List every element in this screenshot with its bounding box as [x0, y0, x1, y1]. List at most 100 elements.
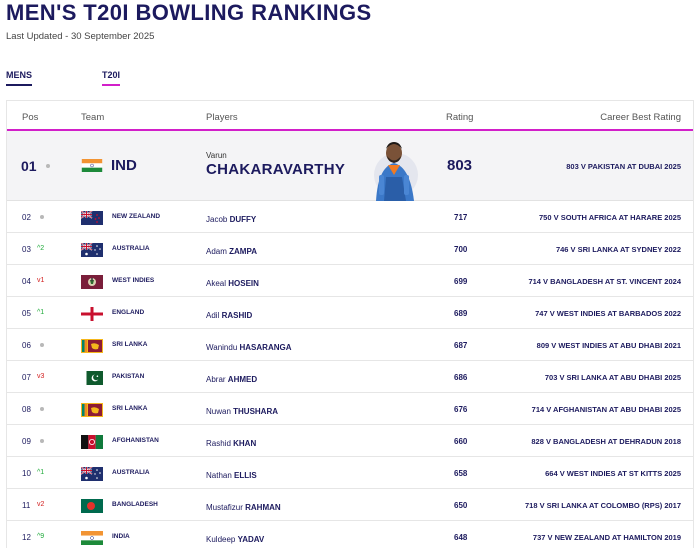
rank-up-indicator: ^2	[37, 245, 45, 252]
team-name: NEW ZEALAND	[112, 213, 161, 220]
rank-position: 07	[22, 373, 31, 382]
west-indies-flag-icon	[81, 275, 103, 289]
rank-position: 02	[22, 213, 31, 222]
rank-position: 05	[22, 309, 31, 318]
player-first-name: Kuldeep	[206, 535, 238, 544]
table-row[interactable]: 05 ^1 ENGLAND Adil RASHID 689 747 V WEST INDI…	[7, 297, 693, 329]
table-row[interactable]: 04 v1 WEST INDIES Akeal HOSEIN 699 714 V BANG…	[7, 265, 693, 297]
career-best: 747 V WEST INDIES AT BARBADOS 2022	[535, 309, 681, 318]
rank-position: 06	[22, 341, 31, 350]
rank-position: 10	[22, 469, 31, 478]
player-last-name: ELLIS	[234, 471, 257, 480]
tab-mens[interactable]: MENS	[6, 70, 33, 86]
player-name[interactable]: Abrar AHMED	[206, 375, 257, 384]
table-row[interactable]: 12 ^9 INDIA Kuldeep YADAV 648 737 V NEW ZEALA…	[7, 521, 693, 548]
table-row[interactable]: 03 ^2 AUSTRALIA Adam ZAMPA 700 746 V SRI LANK…	[7, 233, 693, 265]
no-change-icon	[40, 343, 44, 347]
col-team: Team	[81, 112, 105, 123]
player-first-name: Abrar	[206, 375, 228, 384]
rank-position: 04	[22, 277, 31, 286]
team-name: AFGHANISTAN	[112, 437, 159, 444]
career-best: 714 V BANGLADESH AT ST. VINCENT 2024	[528, 277, 681, 286]
rating-value: 658	[454, 469, 468, 478]
player-last-name: YADAV	[237, 535, 265, 544]
rank-down-indicator: v1	[37, 277, 45, 284]
top-ranked-row[interactable]: 01 IND Varun CHAKARAVARTHY 803 803 V PAK…	[7, 131, 693, 201]
player-last-name: ZAMPA	[229, 247, 257, 256]
col-players: Players	[206, 112, 238, 123]
player-name[interactable]: Jacob DUFFY	[206, 215, 256, 224]
rating-value: 700	[454, 245, 468, 254]
team-name: AUSTRALIA	[112, 469, 150, 476]
rating-value: 650	[454, 501, 468, 510]
career-best: 664 V WEST INDIES AT ST KITTS 2025	[545, 469, 681, 478]
player-name[interactable]: Nuwan THUSHARA	[206, 407, 278, 416]
table-row[interactable]: 02 NEW ZEALAND Jacob DUFFY 717 750 V SOUTH A…	[7, 201, 693, 233]
col-pos: Pos	[22, 112, 39, 123]
player-name[interactable]: Kuldeep YADAV	[206, 535, 264, 544]
rankings-table: Pos Team Players Rating Career Best Rati…	[6, 100, 694, 548]
rating-value: 699	[454, 277, 468, 286]
team-name: SRI LANKA	[112, 341, 148, 348]
player-first-name: Akeal	[206, 279, 229, 288]
career-best: 746 V SRI LANKA AT SYDNEY 2022	[555, 245, 681, 254]
india-flag-icon	[81, 531, 103, 545]
player-name[interactable]: Rashid KHAN	[206, 439, 256, 448]
table-row[interactable]: 08 SRI LANKA Nuwan THUSHARA 676 714 V AFGHAN…	[7, 393, 693, 425]
australia-flag-icon	[81, 243, 103, 257]
player-name[interactable]: Adam ZAMPA	[206, 247, 257, 256]
rank-position: 08	[22, 405, 31, 414]
player-name[interactable]: Adil RASHID	[206, 311, 252, 320]
table-row[interactable]: 10 ^1 AUSTRALIA Nathan ELLIS 658 664 V WEST I…	[7, 457, 693, 489]
player-first-name: Adam	[206, 247, 230, 256]
player-last-name: KHAN	[233, 439, 257, 448]
rank-up-indicator: ^1	[37, 309, 45, 316]
player-last-name: RAHMAN	[245, 503, 281, 512]
new-zealand-flag-icon	[81, 211, 103, 225]
afghanistan-flag-icon	[81, 435, 103, 449]
rating-value: 676	[454, 405, 468, 414]
rank-up-indicator: ^9	[37, 533, 45, 540]
player-last-name[interactable]: CHAKARAVARTHY	[206, 161, 346, 178]
no-change-icon	[40, 215, 44, 219]
player-first-name: Nathan	[206, 471, 235, 480]
no-change-icon	[46, 164, 50, 168]
pakistan-flag-icon	[81, 371, 103, 385]
team-name: PAKISTAN	[112, 373, 145, 380]
career-best: 737 V NEW ZEALAND AT HAMILTON 2019	[532, 533, 681, 542]
no-change-icon	[40, 439, 44, 443]
player-last-name: HASARANGA	[239, 343, 292, 352]
tab-t20i[interactable]: T20I	[102, 70, 121, 86]
rank-position: 12	[22, 533, 31, 542]
rank-down-indicator: v3	[37, 373, 45, 380]
rank-up-indicator: ^1	[37, 469, 45, 476]
rating-value: 660	[454, 437, 468, 446]
team-name: AUSTRALIA	[112, 245, 150, 252]
career-best: 803 V PAKISTAN AT DUBAI 2025	[566, 162, 681, 171]
player-name[interactable]: Mustafizur RAHMAN	[206, 503, 281, 512]
player-name[interactable]: Wanindu HASARANGA	[206, 343, 292, 352]
player-first-name: Varun	[206, 151, 227, 160]
india-flag-icon	[81, 159, 103, 172]
sri-lanka-flag-icon	[81, 403, 103, 417]
rating-value: 686	[454, 373, 468, 382]
player-name[interactable]: Nathan ELLIS	[206, 471, 257, 480]
table-row[interactable]: 07 v3 PAKISTAN Abrar AHMED 686 703 V SRI LANK…	[7, 361, 693, 393]
rating-value: 803	[447, 157, 473, 174]
table-row[interactable]: 06 SRI LANKA Wanindu HASARANGA 687 809 V WES…	[7, 329, 693, 361]
rank-position: 09	[22, 437, 31, 446]
player-last-name: DUFFY	[229, 215, 257, 224]
table-row[interactable]: 11 v2 BANGLADESH Mustafizur RAHMAN 650 718 V …	[7, 489, 693, 521]
player-photo	[374, 142, 418, 201]
australia-flag-icon	[81, 467, 103, 481]
player-name[interactable]: Akeal HOSEIN	[206, 279, 259, 288]
player-last-name: HOSEIN	[228, 279, 259, 288]
table-row[interactable]: 09 AFGHANISTAN Rashid KHAN 660 828 V BANGLAD…	[7, 425, 693, 457]
ranking-rows: 02 NEW ZEALAND Jacob DUFFY 717 750 V SOUTH A…	[7, 201, 693, 548]
rating-value: 648	[454, 533, 468, 542]
career-best: 750 V SOUTH AFRICA AT HARARE 2025	[539, 213, 681, 222]
team-name: ENGLAND	[112, 309, 145, 316]
col-rating: Rating	[446, 112, 474, 123]
career-best: 703 V SRI LANKA AT ABU DHABI 2025	[544, 373, 681, 382]
page-title: MEN'S T20I BOWLING RANKINGS	[6, 0, 372, 25]
